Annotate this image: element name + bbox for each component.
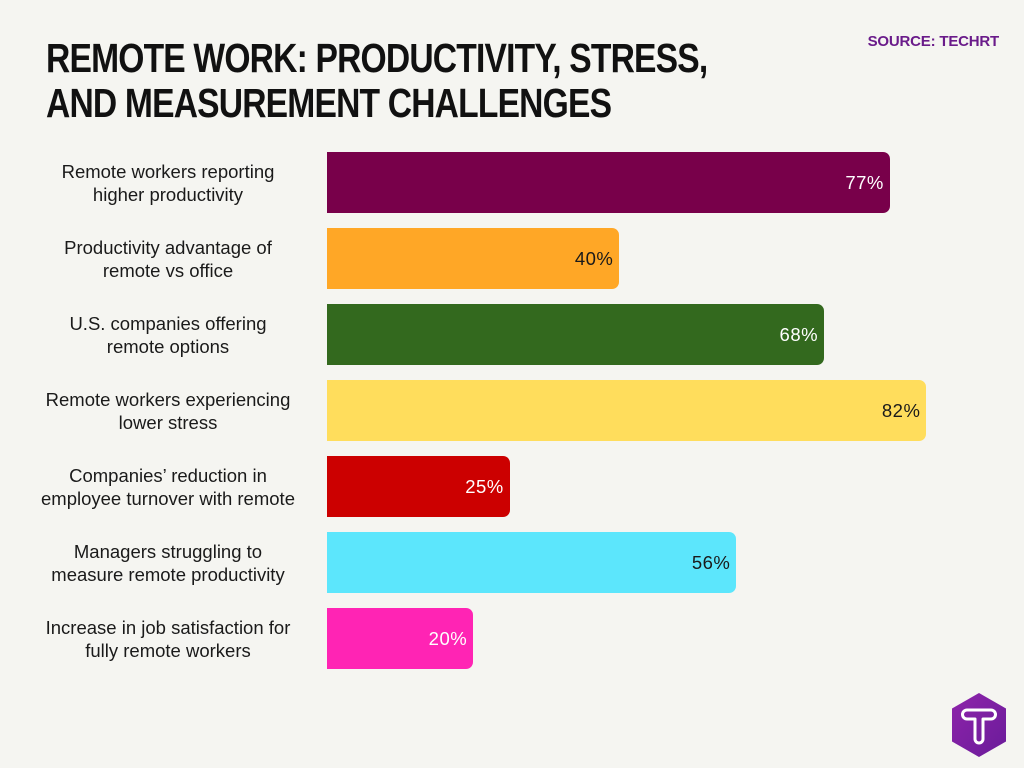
bar-row: Remote workers reporting higher productiv… (0, 152, 1024, 213)
bar-row: U.S. companies offering remote options 68… (0, 304, 1024, 365)
bar: 40% (327, 228, 620, 289)
bar-label: U.S. companies offering remote options (69, 312, 267, 357)
bar-value: 40% (574, 247, 614, 269)
bar-value: 56% (691, 551, 731, 573)
bar-label: Increase in job satisfaction for fully re… (45, 616, 291, 661)
bar-row: Increase in job satisfaction for fully re… (0, 608, 1024, 669)
bar-row: Productivity advantage of remote vs offic… (0, 228, 1024, 289)
bar-row: Companies’ reduction in employee turnover… (0, 456, 1024, 517)
bar-label: Remote workers experiencing lower stress (45, 388, 291, 433)
bar-value: 68% (779, 323, 819, 345)
source-label: SOURCE: TECHRT (867, 33, 1000, 50)
chart-title: REMOTE WORK: PRODUCTIVITY, STRESS, AND M… (46, 35, 708, 126)
bar-row: Remote workers experiencing lower stress … (0, 380, 1024, 441)
bar-label: Managers struggling to measure remote pro… (51, 540, 285, 585)
bar-value: 82% (881, 399, 921, 421)
bar-label: Productivity advantage of remote vs offic… (64, 236, 272, 281)
bar: 20% (327, 608, 474, 669)
bar: 68% (327, 304, 825, 365)
bar-value: 77% (845, 171, 884, 193)
bar-value: 20% (428, 627, 468, 649)
bar: 82% (327, 380, 927, 441)
bar-label: Companies’ reduction in employee turnover… (41, 464, 295, 509)
bar: 56% (327, 532, 737, 593)
bar: 77% (327, 152, 890, 213)
techrt-logo-icon (950, 692, 1008, 758)
bar-value: 25% (465, 475, 504, 497)
bar: 25% (327, 456, 510, 517)
bar-row: Managers struggling to measure remote pro… (0, 532, 1024, 593)
bar-label: Remote workers reporting higher productiv… (61, 160, 275, 205)
